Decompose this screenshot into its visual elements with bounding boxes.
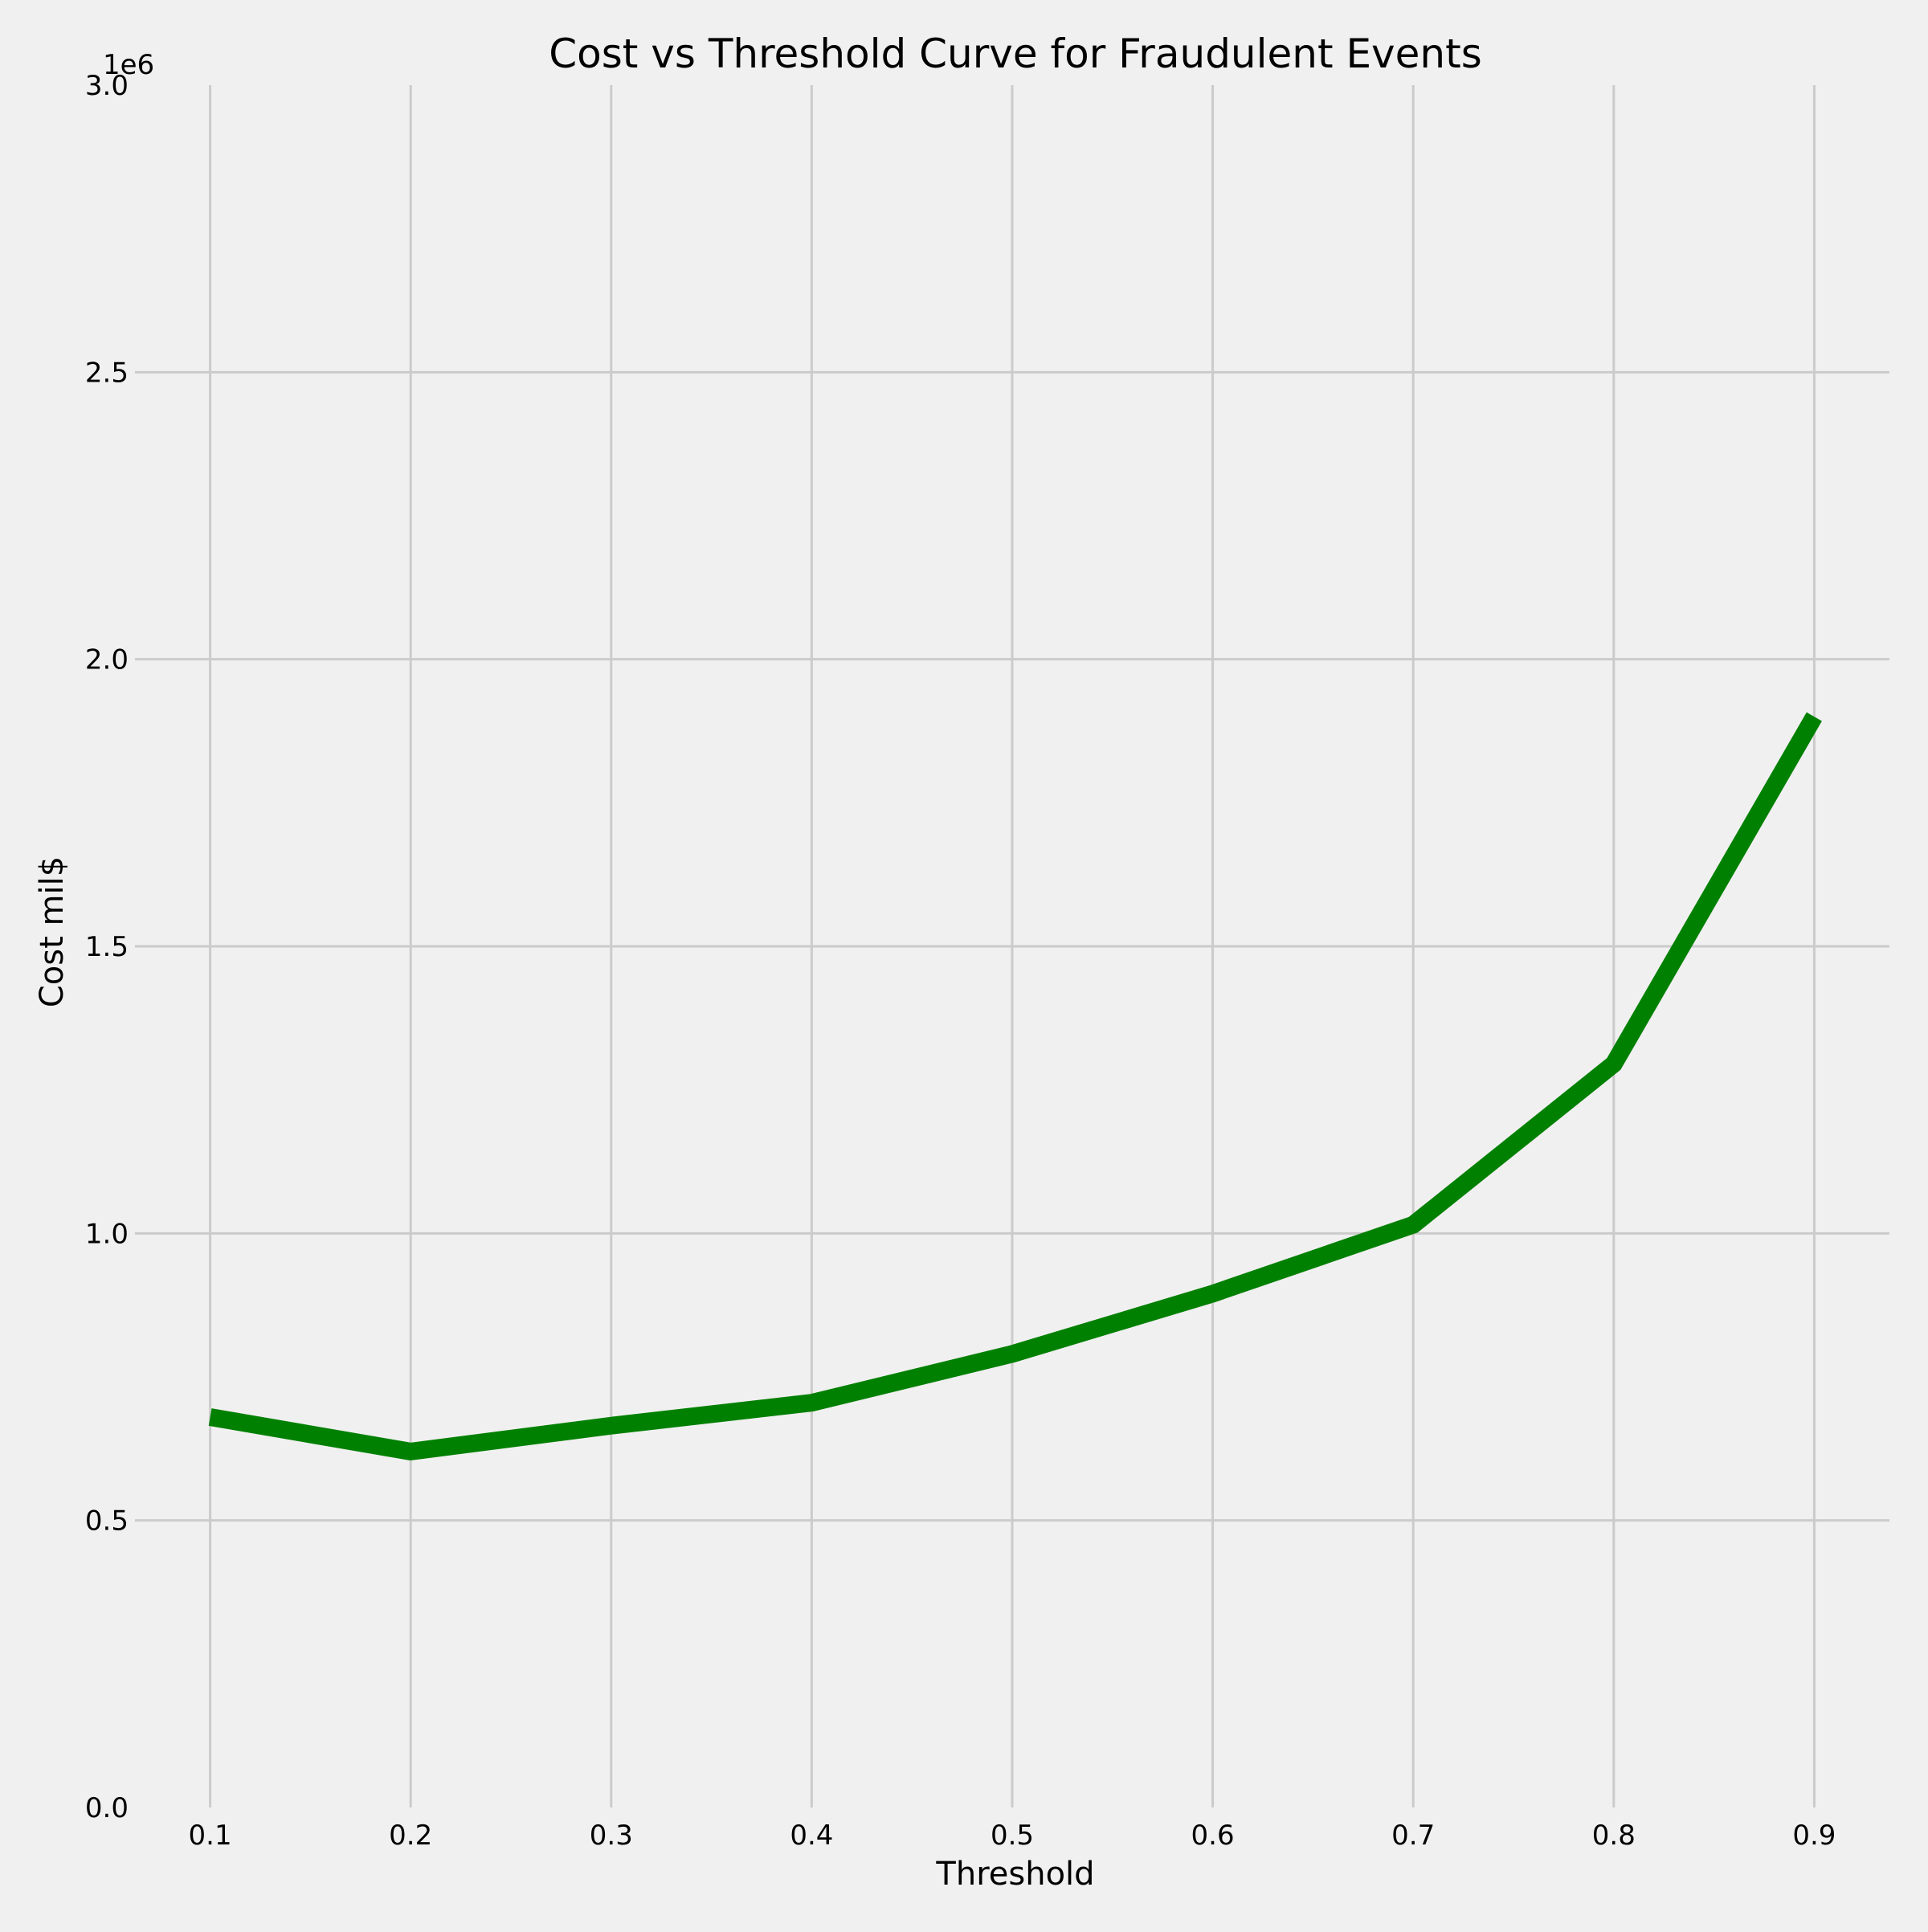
y-tick-label: 2.0 [85,644,129,676]
grid-lines [135,85,1889,1807]
series-layer [208,712,1822,1461]
x-axis-label: Threshold [935,1856,1094,1893]
y-axis-offset-label: 1e6 [103,49,154,81]
x-tick-label: 0.5 [991,1820,1034,1852]
x-tick-label: 0.9 [1792,1820,1836,1852]
x-tick-label: 0.3 [590,1820,633,1852]
x-axis-ticks: 0.1 0.2 0.3 0.4 0.5 0.6 0.7 0.8 0.9 [189,1820,1836,1852]
x-tick-label: 0.4 [790,1820,833,1852]
y-axis-label: Cost mil$ [34,856,71,1007]
y-tick-label: 2.5 [85,357,129,389]
y-tick-label: 0.5 [85,1505,129,1538]
y-tick-label: 3.0 [85,70,129,102]
x-tick-label: 0.6 [1191,1820,1235,1852]
chart-title: Cost vs Threshold Curve for Fraudulent E… [549,31,1482,77]
x-tick-label: 0.1 [189,1820,232,1852]
y-axis-ticks: 0.0 0.5 1.0 1.5 2.0 2.5 3.0 [85,70,129,1824]
x-tick-label: 0.2 [389,1820,432,1852]
series-line [208,712,1822,1461]
y-tick-label: 0.0 [85,1792,129,1824]
x-tick-label: 0.7 [1391,1820,1435,1852]
y-tick-label: 1.5 [85,931,129,963]
y-tick-label: 1.0 [85,1218,129,1250]
x-tick-label: 0.8 [1592,1820,1636,1852]
